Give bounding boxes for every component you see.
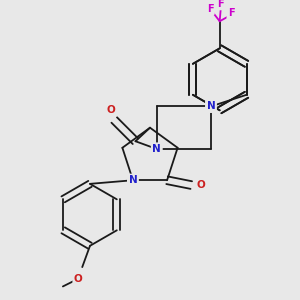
Text: F: F [217, 0, 224, 9]
Text: O: O [196, 180, 205, 190]
Text: N: N [129, 175, 137, 185]
Text: F: F [207, 4, 213, 14]
Text: O: O [74, 274, 83, 284]
Text: F: F [228, 8, 235, 19]
Text: O: O [107, 105, 116, 115]
Text: N: N [152, 144, 161, 154]
Text: N: N [207, 101, 215, 111]
